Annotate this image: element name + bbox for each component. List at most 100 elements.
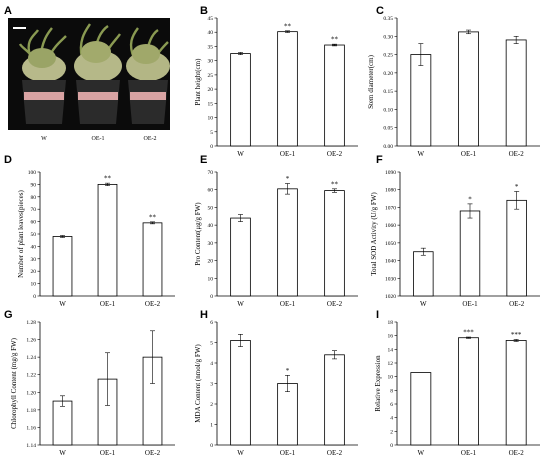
y-tick-label: 30 — [208, 241, 214, 247]
y-tick-label: 3 — [210, 382, 213, 388]
y-tick-label: 40 — [31, 244, 37, 250]
y-tick-label: 80 — [31, 195, 37, 201]
y-tick-label: 1.16 — [26, 425, 36, 431]
y-tick-label: 0 — [210, 144, 213, 150]
significance-mark: * — [515, 183, 519, 191]
panel-label-h: H — [200, 309, 208, 321]
panel-label-i: I — [376, 309, 379, 321]
y-axis-label: Total SOD Activity (U/g FW) — [370, 192, 378, 276]
x-tick-label: OE-2 — [145, 449, 161, 457]
x-tick-label: W — [237, 150, 244, 158]
y-axis-label: MDA Content (nmol/g FW) — [194, 344, 202, 423]
y-tick-label: 5 — [210, 341, 213, 347]
y-tick-label: 60 — [208, 188, 214, 194]
y-tick-label: 50 — [31, 232, 37, 238]
x-tick-label: OE-2 — [509, 449, 525, 457]
y-tick-label: 70 — [31, 207, 37, 213]
y-tick-label: 1020 — [385, 294, 396, 300]
y-tick-label: 1090 — [385, 170, 396, 176]
y-tick-label: 10 — [208, 276, 214, 282]
bar-oe-2 — [324, 44, 345, 147]
y-axis-label: Relative Expression — [374, 355, 382, 412]
panel-label-a: A — [4, 5, 12, 17]
y-tick-label: 1.26 — [26, 338, 36, 344]
y-tick-label: 0.05 — [383, 126, 393, 132]
y-tick-label: 20 — [208, 259, 214, 265]
significance-mark: ** — [104, 175, 112, 183]
x-tick-label: OE-1 — [461, 150, 477, 158]
y-tick-label: 1050 — [385, 241, 396, 247]
chart-panel-h: H 0 1 2 3 4 5 6 MDA Content (nmol/g FW) W * OE-1 OE-… — [194, 309, 358, 457]
y-tick-label: 0 — [390, 443, 393, 449]
panel-label-f: F — [376, 154, 383, 166]
y-tick-label: 4 — [210, 361, 213, 367]
chart-panel-i: I 0 2 4 6 8 10 12 14 16 18 Relative Expression W *** O… — [374, 309, 540, 457]
x-tick-label: OE-2 — [509, 150, 525, 158]
bar-w — [52, 400, 73, 446]
y-tick-label: 12 — [388, 361, 394, 367]
y-tick-label: 1060 — [385, 223, 396, 229]
y-tick-label: 16 — [388, 334, 394, 340]
y-tick-label: 20 — [31, 269, 37, 275]
bar-oe-2 — [324, 354, 345, 446]
x-tick-label: W — [418, 150, 425, 158]
bar-w — [52, 236, 73, 297]
x-tick-label: OE-2 — [327, 150, 343, 158]
y-axis-label: Number of plant leaves(pieces) — [17, 190, 25, 278]
y-tick-label: 40 — [208, 30, 214, 36]
bar-oe-1 — [458, 337, 479, 446]
bar-oe-1 — [97, 183, 118, 297]
x-tick-label: OE-1 — [461, 449, 477, 457]
significance-mark: ** — [149, 213, 157, 221]
scale-bar — [13, 27, 26, 29]
chart-panel-g: G 1.14 1.16 1.18 1.20 1.22 1.24 1.26 1.28 Chlorop… — [4, 309, 175, 457]
y-tick-label: 14 — [388, 347, 394, 353]
x-tick-label: W — [237, 300, 244, 308]
bar-oe-2 — [505, 39, 527, 147]
x-tick-label: OE-2 — [509, 300, 525, 308]
y-tick-label: 0.00 — [383, 144, 393, 150]
bar-oe-2 — [142, 222, 163, 297]
bar-w — [230, 53, 251, 147]
x-tick-label: W — [59, 300, 66, 308]
chart-panel-d: D 0 10 20 30 40 50 60 70 80 90 100 Number of plant l… — [4, 154, 175, 308]
y-tick-label: 0.10 — [383, 107, 393, 113]
y-tick-label: 1.22 — [26, 373, 36, 379]
y-axis-label: Pro Content(μg/g FW) — [194, 202, 202, 266]
y-tick-label: 6 — [210, 320, 213, 326]
chart-panel-c: C 0.00 0.05 0.10 0.15 0.20 0.25 0.30 0.35 Stem di… — [367, 5, 540, 158]
y-tick-label: 1.14 — [26, 443, 36, 449]
y-tick-label: 15 — [208, 101, 214, 107]
y-tick-label: 0.20 — [383, 71, 393, 77]
y-tick-label: 25 — [208, 73, 214, 79]
plant-pot-oe2 — [126, 27, 170, 124]
y-tick-label: 10 — [388, 375, 394, 381]
chart-panel-b: B 0 5 10 15 20 25 30 35 40 45 Plant height(cm) W ** OE… — [194, 5, 358, 158]
y-tick-label: 20 — [208, 87, 214, 93]
y-tick-label: 40 — [208, 223, 214, 229]
y-tick-label: 0.15 — [383, 89, 393, 95]
bar-oe-2 — [324, 190, 345, 297]
significance-mark: * — [286, 367, 290, 375]
x-tick-label: OE-2 — [145, 300, 161, 308]
y-axis-label: Stem diameter(cm) — [367, 54, 375, 109]
y-tick-label: 2 — [210, 402, 213, 408]
bar-w — [230, 217, 251, 297]
bar-oe-1 — [458, 31, 479, 147]
photo-panel: A W OE-1 OE-2 — [4, 5, 170, 142]
y-tick-label: 35 — [208, 44, 214, 50]
y-tick-label: 8 — [390, 388, 393, 394]
x-tick-label: W — [418, 449, 425, 457]
y-tick-label: 0.25 — [383, 53, 393, 59]
y-tick-label: 4 — [390, 416, 393, 422]
y-tick-label: 1.20 — [26, 390, 36, 396]
y-axis-label: Plant height(cm) — [194, 58, 202, 106]
y-tick-label: 45 — [208, 16, 214, 22]
chart-panel-e: E 0 10 20 30 40 50 60 70 Pro Content(μg/g FW) W * OE… — [194, 154, 358, 308]
y-tick-label: 1040 — [385, 259, 396, 265]
x-tick-label: OE-2 — [327, 300, 343, 308]
x-tick-label: OE-2 — [327, 449, 343, 457]
y-tick-label: 10 — [31, 282, 37, 288]
y-tick-label: 1 — [210, 423, 213, 429]
